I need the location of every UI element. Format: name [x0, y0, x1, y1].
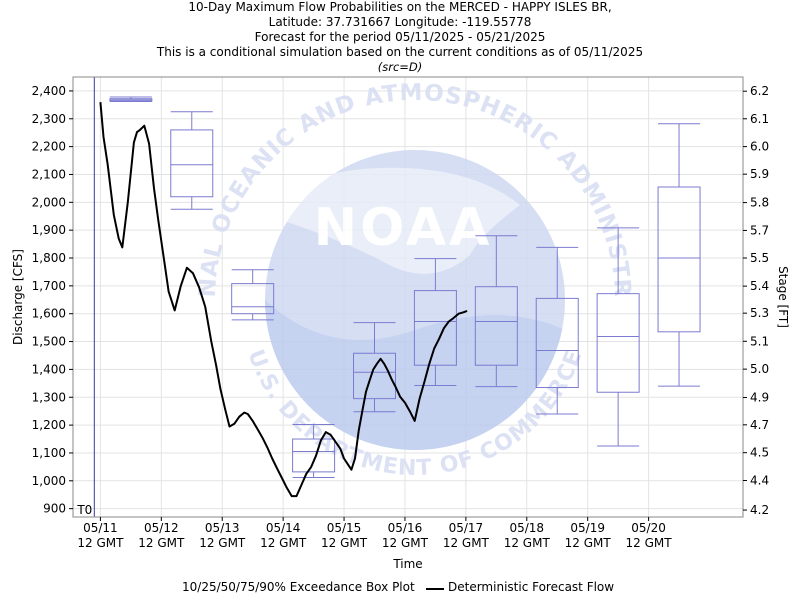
t0-marker: T0	[76, 77, 95, 517]
y2-tick-label: 4.5	[750, 446, 769, 460]
y-tick-label: 2,000	[32, 195, 66, 209]
box-plot	[170, 111, 214, 210]
x-tick-time: 12 GMT	[504, 536, 551, 550]
chart-forecast-period: Forecast for the period 05/11/2025 - 05/…	[254, 30, 546, 44]
box-plots	[109, 96, 701, 478]
x-tick-date: 05/19	[570, 521, 605, 535]
y-tick-label: 2,300	[32, 112, 66, 126]
y2-tick-label: 5.3	[750, 306, 769, 320]
y2-tick-label: 5.5	[750, 251, 769, 265]
box-iqr	[292, 438, 336, 473]
x-tick-date: 05/20	[631, 521, 666, 535]
y2-tick-label: 5.8	[750, 196, 769, 210]
box-iqr	[170, 129, 214, 198]
t0-label: T0	[76, 503, 92, 517]
box-iqr	[353, 352, 396, 400]
y2-tick-label: 6.0	[750, 140, 769, 154]
box-plot	[596, 227, 640, 447]
x-tick-time: 12 GMT	[321, 536, 368, 550]
y-tick-label: 1,200	[32, 418, 66, 432]
deterministic-forecast-line	[99, 102, 468, 498]
y-tick-label: 2,400	[32, 84, 66, 98]
y-tick-label: 1,700	[32, 279, 66, 293]
axes: 900 1,000 1,100 1,200 1,300 1,400 1,500 1,600 1,…	[11, 84, 790, 571]
x-tick-date: 05/12	[144, 521, 179, 535]
x-tick-time: 12 GMT	[565, 536, 612, 550]
y2-tick-label: 6.2	[750, 84, 769, 98]
box-plot	[231, 269, 275, 321]
y-tick-label: 1,400	[32, 362, 66, 376]
box-iqr	[231, 283, 275, 315]
chart-location: Latitude: 37.731667 Longitude: -119.5577…	[268, 15, 532, 29]
y2-tick-label: 5.9	[750, 167, 769, 181]
x-tick-date: 05/15	[327, 521, 362, 535]
box-iqr	[596, 293, 640, 393]
x-tick-date: 05/13	[205, 521, 240, 535]
x-tick-time: 12 GMT	[443, 536, 490, 550]
box-plot	[474, 235, 518, 388]
chart-condition-note: This is a conditional simulation based o…	[156, 45, 644, 59]
x-axis-title: Time	[392, 557, 422, 571]
watermark-noaa-text: NOAA	[314, 198, 493, 258]
legend-line-swatch	[426, 588, 444, 590]
y2-tick-label: 4.2	[750, 503, 769, 517]
x-tick-date: 05/17	[449, 521, 484, 535]
y2-tick-label: 4.7	[750, 418, 769, 432]
y-tick-label: 1,600	[32, 307, 66, 321]
x-tick-time: 12 GMT	[382, 536, 429, 550]
box-plot	[657, 123, 701, 387]
y-tick-label: 1,000	[32, 474, 66, 488]
y2-tick-label: 5.1	[750, 334, 769, 348]
y2-tick-label: 6.1	[750, 112, 769, 126]
chart-title: 10-Day Maximum Flow Probabilities on the…	[188, 0, 612, 14]
x-tick-date: 05/14	[266, 521, 301, 535]
box-iqr	[474, 286, 518, 366]
y2-tick-label: 5.0	[750, 362, 769, 376]
y-tick-label: 1,500	[32, 335, 66, 349]
x-tick-time: 12 GMT	[260, 536, 307, 550]
x-tick-time: 12 GMT	[77, 536, 124, 550]
chart-source-code: (src=D)	[377, 60, 423, 74]
box-iqr	[413, 290, 457, 366]
box-iqr	[657, 186, 701, 333]
watermark-gull	[265, 167, 520, 274]
box-plot	[109, 96, 153, 103]
y2-tick-label: 5.4	[750, 279, 769, 293]
legend-line-label: Deterministic Forecast Flow	[448, 580, 615, 594]
y-axis-title: Discharge [CFS]	[11, 249, 25, 345]
x-tick-time: 12 GMT	[138, 536, 185, 550]
x-tick-time: 12 GMT	[626, 536, 673, 550]
y2-axis-title: Stage [FT]	[776, 266, 790, 328]
box-plot	[535, 246, 579, 415]
box-iqr	[535, 297, 579, 389]
y2-tick-label: 4.4	[750, 474, 769, 488]
y2-tick-label: 5.7	[750, 223, 769, 237]
watermark-wave	[265, 300, 565, 450]
plot-frame	[72, 76, 744, 518]
x-tick-date: 05/18	[509, 521, 544, 535]
forecast-line	[99, 102, 468, 498]
y-tick-label: 1,300	[32, 390, 66, 404]
y-tick-label: 1,100	[32, 446, 66, 460]
y-tick-label: 1,800	[32, 251, 66, 265]
x-tick-time: 12 GMT	[199, 536, 246, 550]
chart-title-block: 10-Day Maximum Flow Probabilities on the…	[0, 0, 800, 75]
y-tick-label: 2,100	[32, 167, 66, 181]
legend-box-plot-label: 10/25/50/75/90% Exceedance Box Plot	[182, 580, 415, 594]
noaa-watermark: NOAA NATIONAL OCEANIC AND ATMOSPHERIC AD…	[0, 0, 634, 481]
x-tick-date: 05/11	[83, 521, 118, 535]
y-tick-label: 1,900	[32, 223, 66, 237]
y2-tick-label: 4.9	[750, 391, 769, 405]
box-plot	[353, 322, 396, 413]
x-tick-date: 05/16	[388, 521, 423, 535]
box-plot	[292, 424, 336, 478]
y-tick-label: 900	[43, 502, 66, 516]
y-tick-label: 2,200	[32, 140, 66, 154]
